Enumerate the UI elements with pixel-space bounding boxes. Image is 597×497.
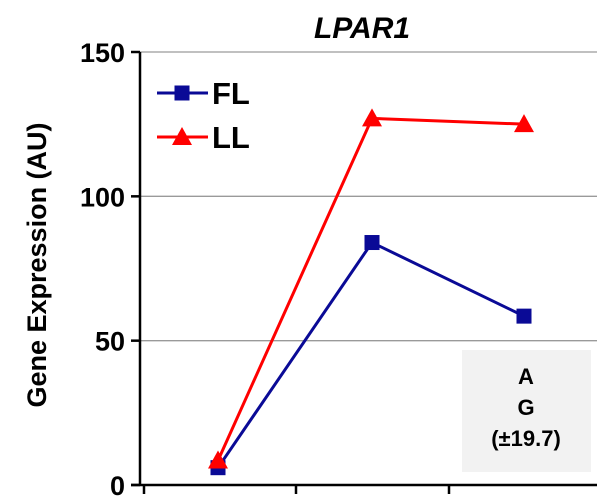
y-tick-label: 0 (110, 471, 125, 497)
legend: FL LL (157, 76, 250, 155)
y-tick-label: 150 (80, 38, 125, 68)
legend-marker (172, 127, 192, 145)
y-tick-label: 50 (95, 327, 125, 357)
data-point (514, 114, 534, 133)
stat-line: A (518, 364, 534, 389)
legend-label: LL (212, 120, 250, 155)
series-group (208, 108, 534, 476)
legend-item: LL (157, 120, 250, 155)
y-tick-label: 100 (80, 182, 125, 212)
data-point (516, 308, 532, 324)
axes (131, 50, 597, 494)
series-LL (208, 108, 534, 469)
gridlines (140, 51, 597, 342)
y-axis-label: Gene Expression (AU) (22, 122, 52, 407)
data-point (364, 235, 380, 251)
chart-title: LPAR1 (314, 12, 410, 45)
legend-label: FL (212, 76, 250, 111)
legend-item: FL (157, 76, 250, 111)
y-tick-labels: 0 50 100 150 (80, 38, 125, 497)
data-point (362, 108, 382, 127)
legend-marker (174, 85, 190, 101)
stat-line: G (517, 395, 534, 420)
stat-line: (±19.7) (491, 426, 561, 451)
stat-box (462, 350, 591, 472)
data-point (208, 450, 228, 469)
stat-annotation: AG (±19.7) (462, 350, 591, 472)
